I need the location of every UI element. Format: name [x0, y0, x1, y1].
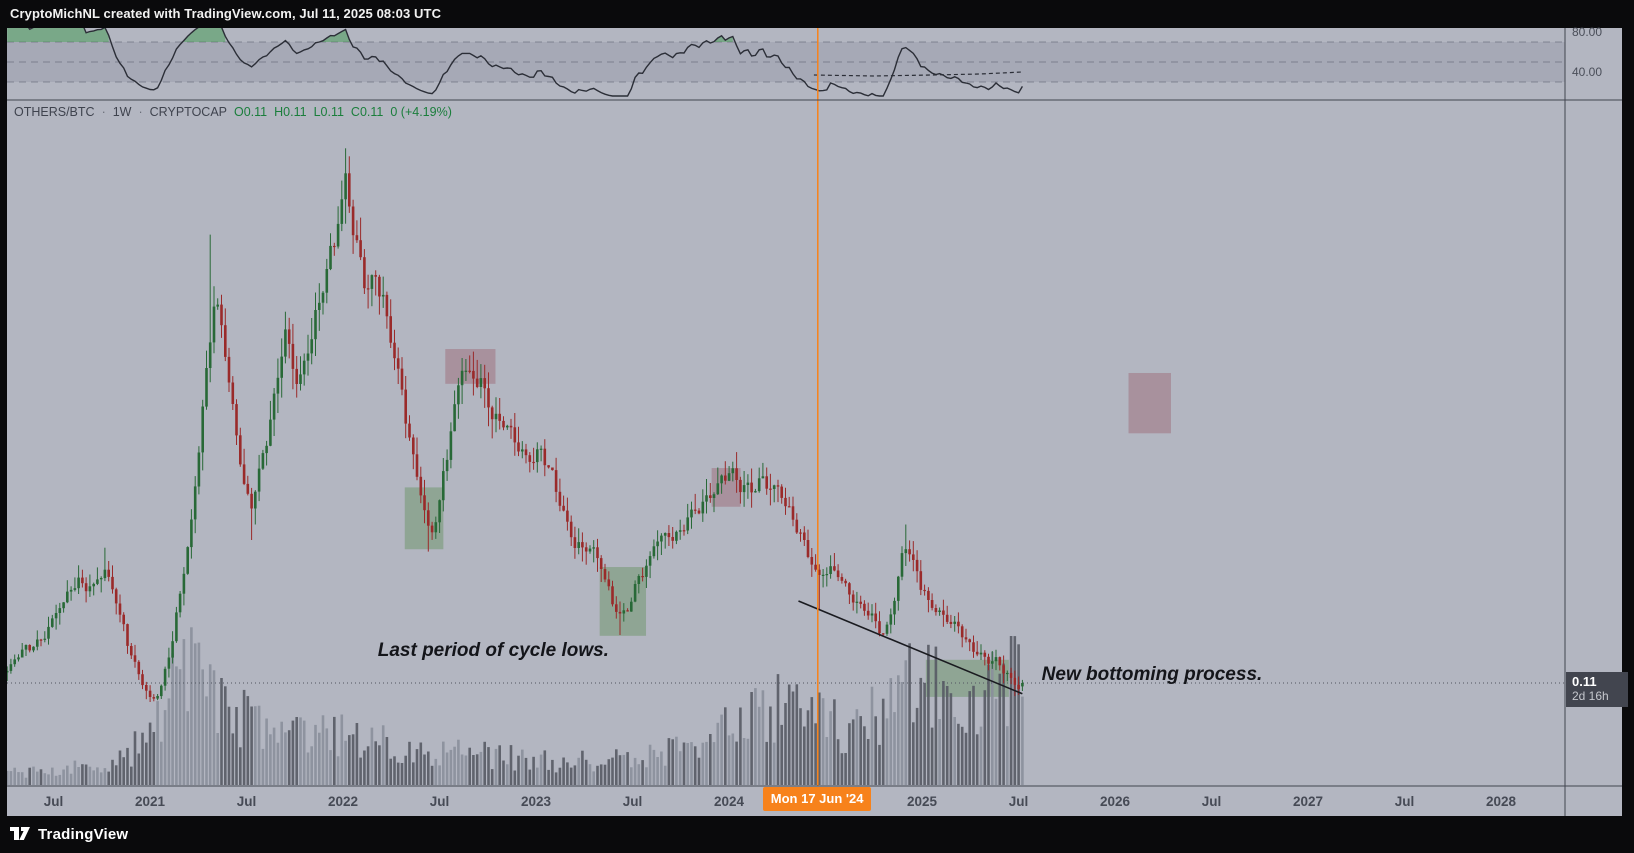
legend-separator: ·	[101, 105, 106, 119]
legend-source: CRYPTOCAP	[149, 105, 227, 119]
symbol-legend[interactable]: OTHERS/BTC · 1W · CRYPTOCAP O0.11 H0.11 …	[14, 103, 452, 121]
descending-trendline[interactable]	[798, 600, 1023, 695]
annotation-cycle-lows[interactable]: Last period of cycle lows.	[378, 640, 609, 661]
chart-card	[7, 28, 1622, 816]
projection-box-red-5[interactable]	[1128, 372, 1171, 434]
time-tick-Jul-2023.5: Jul	[623, 794, 643, 809]
tradingview-logo-icon	[10, 827, 30, 840]
time-tick-Jul-2027.5: Jul	[1395, 794, 1415, 809]
legend-high: H0.11	[274, 105, 307, 119]
rsi-indicator-pane	[7, 28, 1565, 97]
tradingview-logo-text: TradingView	[38, 826, 129, 843]
legend-change: 0 (+4.19%)	[390, 105, 452, 119]
legend-open: O0.11	[234, 105, 268, 119]
time-tick-2021-2021: 2021	[135, 794, 166, 809]
time-tick-Jul-2020.5: Jul	[44, 794, 64, 809]
time-tick-Jul-2021.5: Jul	[237, 794, 257, 809]
event-date-badge[interactable]: Mon 17 Jun '24	[762, 787, 872, 811]
projection-box-green-4[interactable]	[925, 659, 1009, 697]
footer-bar: TradingView	[0, 816, 1634, 853]
legend-close: C0.11	[350, 105, 384, 119]
time-tick-2026-2026: 2026	[1100, 794, 1131, 809]
rsi-scale-label-80: 80.00	[1572, 25, 1603, 39]
time-tick-2022-2022: 2022	[328, 794, 358, 809]
rsi-line	[27, 28, 1024, 97]
rsi-overbought-fill	[319, 29, 350, 42]
tradingview-logo[interactable]: TradingView	[9, 826, 128, 843]
time-tick-Jul-2026.5: Jul	[1202, 794, 1222, 809]
main-price-pane	[7, 148, 1565, 785]
rsi-overbought-fill	[7, 28, 109, 42]
attribution-text: CryptoMichNL created with TradingView.co…	[10, 6, 442, 21]
rsi-overbought-fill	[183, 28, 226, 42]
candlestick-series	[7, 148, 1024, 702]
legend-low: L0.11	[313, 105, 344, 119]
attribution-bar: CryptoMichNL created with TradingView.co…	[0, 0, 1634, 28]
time-tick-Jul-2022.5: Jul	[430, 794, 450, 809]
rsi-scale-label-40: 40.00	[1572, 65, 1603, 79]
legend-separator: ·	[138, 105, 143, 119]
bar-countdown: 2d 16h	[1572, 689, 1609, 703]
volume-series	[7, 627, 1024, 785]
time-tick-2028-2028: 2028	[1486, 794, 1517, 809]
time-tick-2024-2024: 2024	[714, 794, 745, 809]
time-tick-2027-2027: 2027	[1293, 794, 1323, 809]
time-tick-2023-2023: 2023	[521, 794, 552, 809]
pane-separators	[7, 28, 1622, 816]
legend-timeframe: 1W	[112, 105, 132, 119]
annotation-bottoming[interactable]: New bottoming process.	[1042, 664, 1263, 685]
projection-box-red-1[interactable]	[445, 349, 496, 384]
legend-symbol: OTHERS/BTC	[14, 105, 95, 119]
time-tick-2025-2025: 2025	[907, 794, 938, 809]
last-price-badge[interactable]: 0.11 2d 16h	[1566, 672, 1628, 707]
time-axis-labels[interactable]: Jul 2021 Jul 2022 Jul 2023 Jul 2024 Jul 2025 Jul 20…	[44, 794, 1517, 809]
last-price-value: 0.11	[1572, 674, 1597, 689]
time-tick-Jul-2025.5: Jul	[1009, 794, 1029, 809]
